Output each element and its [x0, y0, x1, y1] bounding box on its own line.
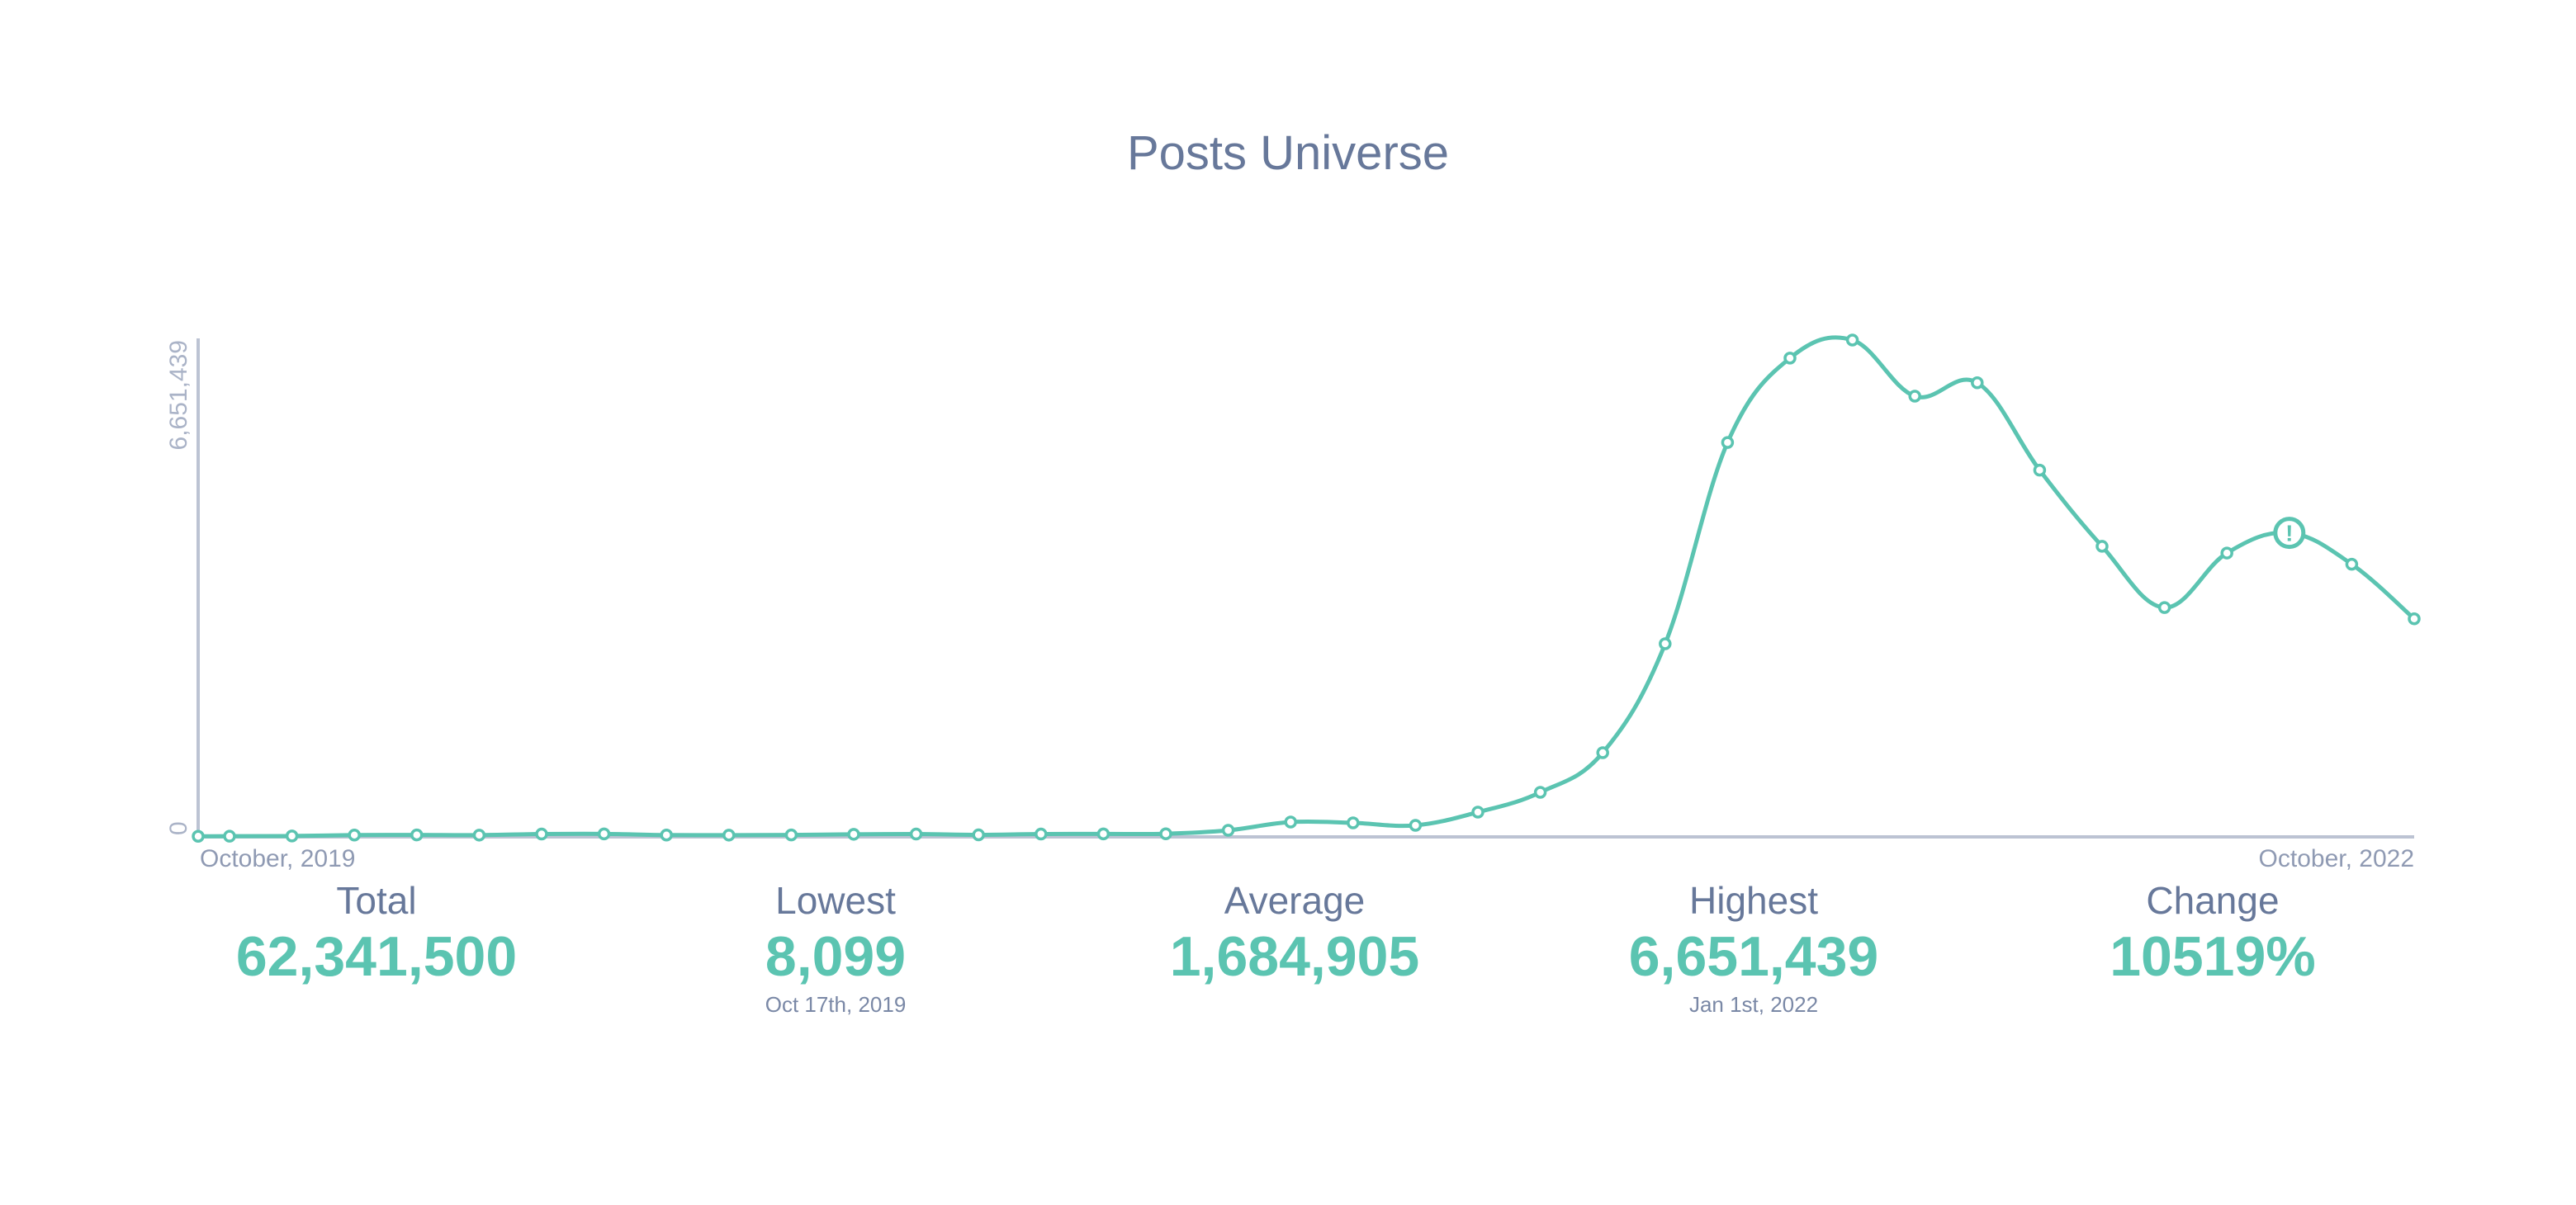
data-point[interactable]	[1284, 815, 1297, 829]
stat-value: 6,651,439	[1628, 925, 1879, 988]
data-point[interactable]	[784, 828, 798, 842]
stat-label: Highest	[1689, 879, 1818, 922]
data-point[interactable]	[972, 828, 985, 842]
data-point[interactable]	[2220, 546, 2233, 560]
data-point[interactable]	[1721, 436, 1735, 449]
x-start-label: October, 2019	[200, 845, 355, 872]
exclamation-icon: !	[2285, 521, 2293, 546]
data-point[interactable]	[597, 827, 611, 841]
data-point[interactable]	[2345, 557, 2359, 571]
stat-value: 10519%	[2110, 925, 2316, 988]
data-point[interactable]	[1159, 827, 1172, 840]
data-point[interactable]	[1409, 819, 1423, 832]
series-line	[197, 335, 2416, 839]
data-point[interactable]	[1096, 827, 1110, 841]
data-point[interactable]	[2095, 540, 2109, 553]
data-point[interactable]	[1783, 352, 1797, 365]
chart-title: Posts Universe	[1126, 126, 1450, 180]
data-point[interactable]	[660, 828, 673, 842]
data-point[interactable]	[285, 829, 299, 843]
data-point[interactable]	[410, 828, 424, 842]
stat-date: Oct 17th, 2019	[765, 992, 907, 1017]
data-point[interactable]	[192, 829, 205, 844]
x-end-label: October, 2022	[2259, 845, 2414, 872]
data-point[interactable]	[722, 829, 736, 842]
highlight-point[interactable]	[2273, 517, 2306, 550]
data-point[interactable]	[1971, 376, 1984, 390]
stat-label: Average	[1224, 879, 1366, 922]
data-point[interactable]	[223, 829, 236, 843]
data-point[interactable]	[1908, 390, 1921, 403]
data-point[interactable]	[2157, 601, 2171, 614]
stat-label: Change	[2146, 879, 2280, 922]
data-point[interactable]	[1845, 333, 1859, 347]
stat-value: 62,341,500	[235, 925, 518, 988]
y-tick-label-max: 6,651,439	[165, 340, 192, 450]
data-point[interactable]	[909, 827, 923, 841]
data-point[interactable]	[2408, 612, 2421, 626]
data-point[interactable]	[2033, 463, 2047, 477]
data-point[interactable]	[535, 827, 548, 841]
data-point[interactable]	[1035, 827, 1048, 841]
data-point[interactable]	[847, 828, 860, 841]
data-point[interactable]	[1221, 824, 1235, 837]
stat-date: Jan 1st, 2022	[1688, 992, 1819, 1017]
data-point[interactable]	[472, 829, 486, 842]
data-point[interactable]	[1596, 746, 1609, 759]
data-point[interactable]	[1471, 806, 1485, 819]
stat-label: Total	[336, 879, 417, 922]
data-point[interactable]	[1533, 786, 1547, 799]
stat-value: 8,099	[765, 925, 907, 988]
stat-value: 1,684,905	[1169, 925, 1420, 988]
data-point[interactable]	[348, 828, 361, 842]
data-point[interactable]	[1347, 816, 1360, 829]
y-tick-label-zero: 0	[165, 821, 192, 835]
data-point[interactable]	[1659, 637, 1672, 650]
stat-label: Lowest	[775, 879, 896, 922]
